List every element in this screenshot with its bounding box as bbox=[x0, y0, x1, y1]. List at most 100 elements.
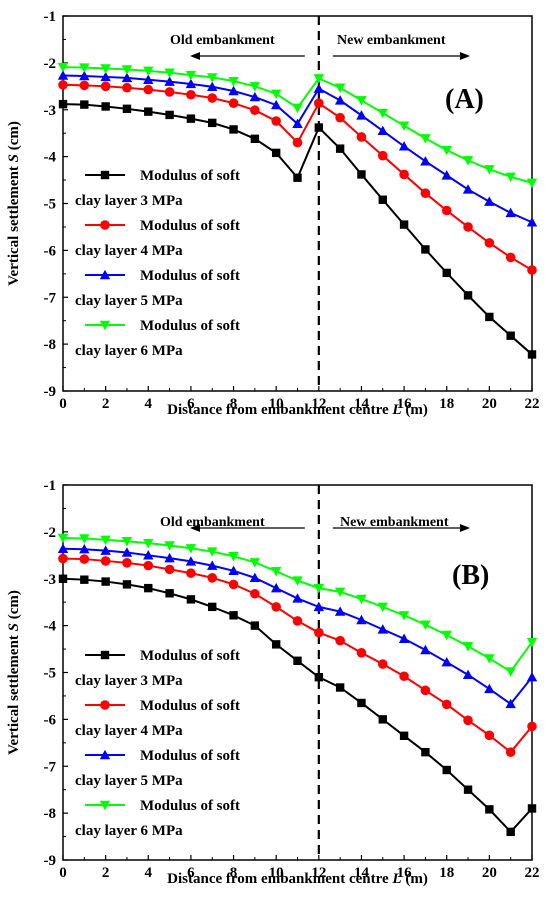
data-point bbox=[506, 827, 515, 837]
data-point bbox=[164, 76, 175, 86]
data-point bbox=[270, 582, 282, 593]
data-point bbox=[271, 640, 281, 649]
data-point bbox=[100, 64, 111, 74]
series-group bbox=[58, 99, 537, 359]
data-point bbox=[143, 550, 154, 560]
data-point bbox=[420, 134, 431, 144]
legend-marker bbox=[100, 650, 110, 660]
data-point bbox=[399, 220, 409, 229]
data-point bbox=[421, 747, 430, 757]
series-group bbox=[58, 80, 537, 275]
data-point bbox=[121, 537, 133, 547]
data-point bbox=[207, 560, 218, 570]
data-point bbox=[80, 575, 89, 584]
data-point bbox=[186, 114, 196, 123]
data-point bbox=[462, 156, 474, 166]
data-point bbox=[144, 583, 153, 593]
data-point bbox=[505, 667, 516, 677]
data-point bbox=[208, 118, 217, 128]
data-point bbox=[484, 683, 495, 694]
chart-panel: 0 2 4 6 8 10 12 14 16 18 20 22 -1 -2 -3 -4 -5 -6 -7 -8 -9 Dis… bbox=[6, 9, 540, 418]
y-tick-label: -9 bbox=[44, 384, 57, 400]
left-arrow-head bbox=[190, 52, 200, 60]
data-point bbox=[377, 624, 388, 634]
data-point bbox=[79, 534, 90, 544]
data-point bbox=[462, 669, 474, 680]
data-point bbox=[185, 78, 197, 89]
data-point bbox=[144, 107, 153, 116]
data-point bbox=[335, 112, 345, 123]
y-tick-label: -1 bbox=[44, 9, 57, 25]
data-point bbox=[164, 552, 175, 563]
data-point bbox=[186, 595, 196, 604]
data-point bbox=[143, 538, 154, 549]
x-tick-label: 12 bbox=[311, 865, 326, 881]
x-tick-label: 14 bbox=[354, 865, 370, 881]
y-tick-label: -6 bbox=[44, 243, 57, 259]
data-point bbox=[229, 611, 238, 620]
data-point bbox=[164, 68, 175, 78]
data-point bbox=[463, 222, 473, 232]
data-point bbox=[57, 533, 69, 544]
y-tick-label: -2 bbox=[44, 525, 57, 541]
data-point bbox=[121, 547, 133, 557]
data-point bbox=[484, 654, 495, 664]
x-axis-title: Distance from embankment centre L (m) bbox=[167, 402, 428, 418]
data-point bbox=[526, 217, 538, 227]
data-point bbox=[484, 238, 495, 248]
data-point bbox=[505, 698, 516, 709]
series-group bbox=[57, 533, 538, 677]
data-point bbox=[228, 85, 239, 96]
y-tick-label: -3 bbox=[44, 103, 57, 119]
x-tick-label: 10 bbox=[269, 396, 284, 412]
data-point bbox=[421, 245, 430, 254]
data-point bbox=[100, 81, 111, 92]
legend-marker bbox=[99, 320, 111, 331]
y-tick-label: -9 bbox=[44, 853, 57, 869]
data-point bbox=[165, 589, 174, 598]
legend-label: Modulus of soft bbox=[140, 798, 240, 814]
panel-label: (B) bbox=[452, 560, 489, 591]
data-point bbox=[207, 81, 218, 91]
data-point bbox=[463, 291, 473, 300]
data-point bbox=[164, 564, 175, 575]
legend-label: Modulus of soft bbox=[140, 698, 240, 714]
data-point bbox=[526, 637, 538, 648]
data-point bbox=[270, 89, 282, 100]
y-tick-label: -4 bbox=[44, 150, 57, 166]
data-point bbox=[377, 659, 388, 669]
data-point bbox=[463, 715, 473, 726]
data-point bbox=[271, 148, 281, 158]
data-point bbox=[463, 785, 473, 794]
data-point bbox=[420, 644, 431, 655]
data-point bbox=[58, 80, 68, 90]
series-group bbox=[58, 574, 537, 837]
data-point bbox=[143, 66, 154, 77]
legend-label: clay layer 6 MPa bbox=[75, 343, 183, 359]
data-point bbox=[207, 573, 218, 583]
data-point bbox=[121, 72, 133, 83]
legend-label: clay layer 5 MPa bbox=[75, 293, 183, 309]
legend-marker bbox=[100, 170, 110, 180]
data-point bbox=[58, 553, 68, 564]
data-point bbox=[484, 730, 495, 741]
left-arrow-head bbox=[190, 524, 200, 532]
data-point bbox=[313, 74, 325, 84]
data-point bbox=[293, 173, 302, 182]
legend-label: clay layer 3 MPa bbox=[75, 673, 183, 689]
data-point bbox=[164, 87, 175, 97]
data-point bbox=[335, 635, 345, 646]
series-group bbox=[58, 553, 537, 757]
data-point bbox=[420, 685, 431, 696]
data-point bbox=[314, 627, 324, 638]
data-point bbox=[377, 125, 388, 136]
x-tick-label: 2 bbox=[102, 865, 110, 881]
x-tick-label: 2 bbox=[102, 396, 110, 412]
data-point bbox=[398, 121, 410, 131]
data-point bbox=[165, 110, 174, 120]
data-point bbox=[335, 144, 345, 153]
data-point bbox=[207, 73, 218, 83]
data-point bbox=[356, 96, 367, 106]
old-embankment-label: Old embankment bbox=[160, 515, 265, 530]
data-point bbox=[100, 535, 111, 546]
